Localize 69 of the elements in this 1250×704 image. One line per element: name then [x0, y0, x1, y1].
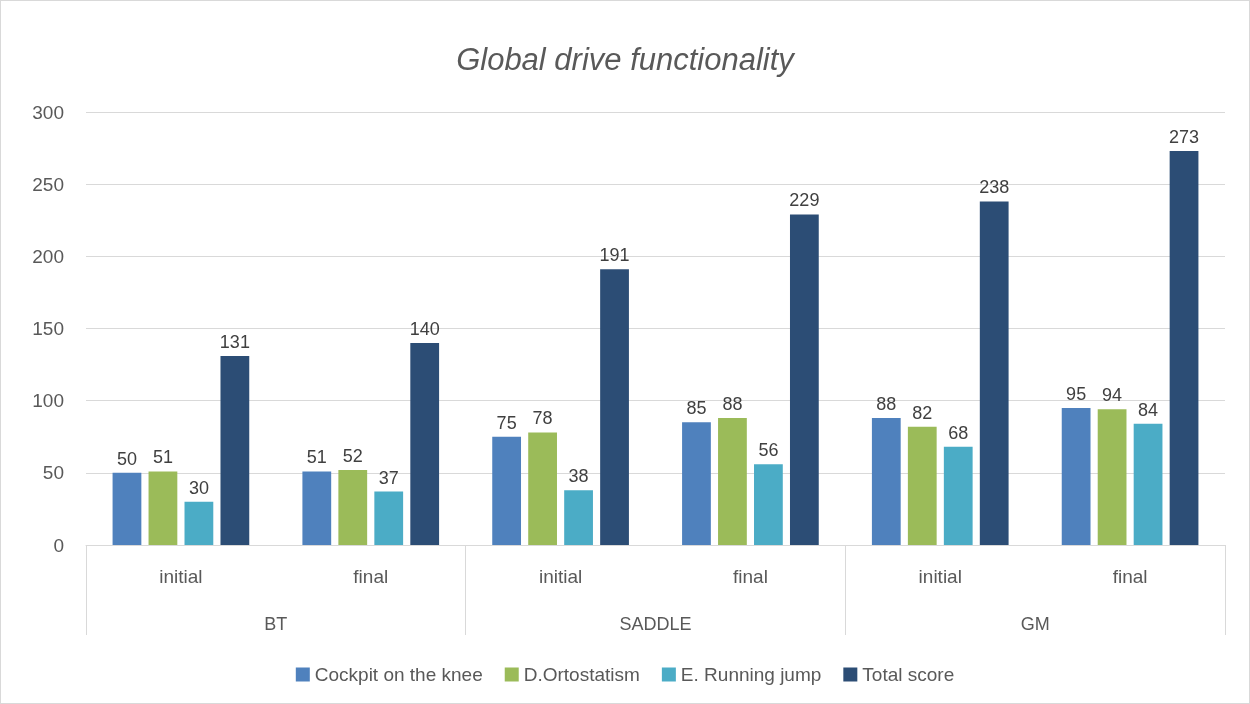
data-label: 38	[568, 466, 589, 487]
data-label: 88	[876, 393, 897, 414]
legend-label: E. Running jump	[680, 664, 822, 685]
data-label: 30	[188, 477, 209, 498]
bar	[374, 491, 404, 545]
data-label: 51	[306, 447, 327, 468]
y-tick-label: 50	[42, 462, 64, 484]
legend-label: D.Ortostatism	[523, 664, 640, 685]
bar	[184, 501, 214, 545]
y-tick-label: 250	[32, 173, 64, 195]
x-tick-label: final	[1112, 566, 1148, 587]
x-tick-label: initial	[159, 566, 203, 587]
data-label: 68	[948, 422, 969, 443]
bar	[338, 469, 368, 545]
bar	[112, 472, 142, 545]
data-label: 131	[219, 331, 250, 352]
bar	[682, 422, 711, 545]
text: SADDLE	[619, 614, 692, 634]
data-label: 273	[1169, 126, 1200, 147]
data-label: 51	[152, 447, 173, 468]
data-label: 238	[979, 177, 1010, 198]
bar	[943, 446, 973, 545]
data-label: 78	[532, 408, 553, 429]
data-label: 52	[342, 445, 363, 466]
x-tick-label: initial	[538, 566, 583, 587]
bar	[302, 471, 332, 545]
data-label: 94	[1102, 385, 1123, 406]
x-tick-label: final	[732, 566, 768, 587]
data-label: 84	[1138, 399, 1159, 420]
text: GM	[1020, 614, 1050, 634]
y-tick-label: 0	[53, 534, 64, 556]
y-tick-label: 200	[32, 245, 64, 267]
data-label: 140	[409, 318, 440, 339]
bar	[907, 426, 937, 545]
bar	[1097, 409, 1127, 545]
data-label: 229	[789, 190, 820, 211]
bar	[492, 436, 522, 545]
bar	[410, 342, 440, 545]
data-label: 56	[758, 440, 779, 461]
x-tick-label: initial	[918, 566, 962, 587]
bar	[220, 355, 250, 545]
legend-label: Cockpit on the knee	[314, 664, 483, 685]
data-label: 82	[912, 402, 933, 423]
chart-title: Global drive functionality	[456, 42, 797, 77]
data-label: 88	[722, 393, 743, 414]
data-label: 85	[686, 398, 707, 419]
data-label: 50	[116, 448, 137, 469]
y-tick-label: 150	[32, 318, 64, 339]
bar	[1061, 407, 1091, 545]
y-tick-label: 300	[32, 101, 64, 123]
bar	[718, 417, 747, 545]
bar	[754, 464, 783, 545]
data-label: 95	[1066, 383, 1087, 404]
bar	[871, 417, 901, 545]
bar	[528, 432, 557, 545]
data-label: 37	[378, 467, 399, 488]
bar	[1169, 150, 1199, 545]
bar	[600, 269, 629, 545]
bar	[148, 471, 178, 545]
legend-label: Total score	[862, 664, 955, 685]
bar	[979, 201, 1009, 545]
data-label: 75	[496, 412, 517, 433]
x-tick-label: final	[353, 566, 389, 587]
bar	[564, 490, 593, 545]
bar	[789, 214, 819, 545]
text: BT	[264, 614, 288, 634]
data-label: 191	[599, 245, 630, 266]
y-tick-label: 100	[32, 390, 64, 412]
bar	[1133, 423, 1163, 545]
